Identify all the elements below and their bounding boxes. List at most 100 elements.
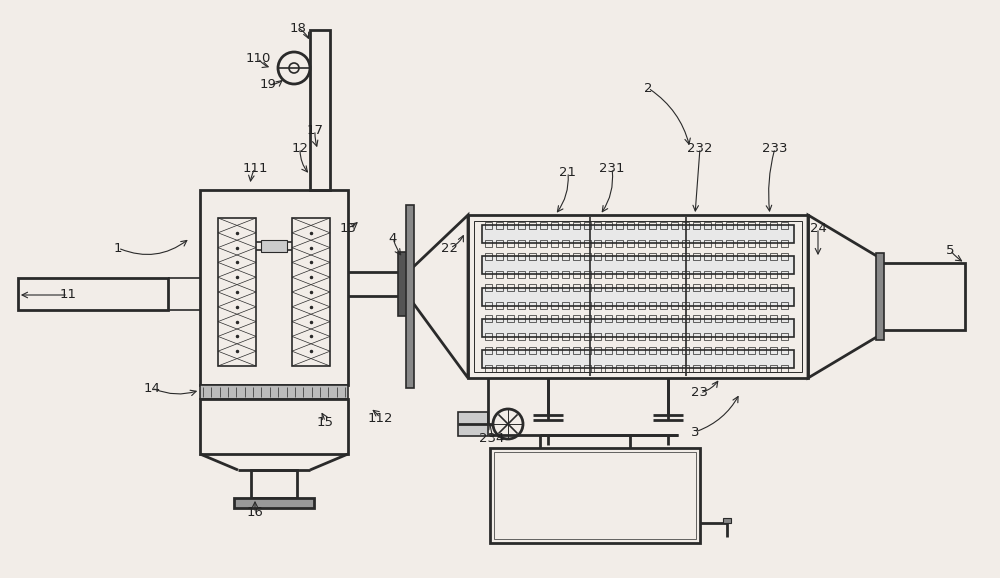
Bar (781, 253, 788, 260)
Bar (682, 315, 689, 323)
Bar (770, 302, 777, 309)
Bar (529, 221, 536, 228)
Bar (594, 334, 601, 340)
Text: 4: 4 (389, 232, 397, 244)
Bar (507, 221, 514, 228)
Bar (485, 334, 492, 340)
Bar (682, 271, 689, 278)
Bar (584, 315, 591, 323)
Bar (594, 302, 601, 309)
Bar (507, 271, 514, 278)
Text: 24: 24 (810, 221, 826, 235)
Bar (759, 253, 766, 260)
Bar (507, 346, 514, 354)
Bar (649, 334, 656, 340)
Bar (638, 365, 645, 372)
Bar (468, 215, 808, 378)
Bar (649, 302, 656, 309)
Bar (551, 271, 558, 278)
Bar (562, 315, 569, 323)
Bar (770, 334, 777, 340)
Bar (748, 284, 755, 291)
Bar (261, 240, 287, 252)
Bar (496, 221, 503, 228)
Bar (616, 239, 623, 246)
Bar (748, 302, 755, 309)
Bar (616, 284, 623, 291)
Bar (880, 263, 965, 330)
Bar (726, 315, 733, 323)
Text: 3: 3 (691, 425, 699, 439)
Bar (748, 365, 755, 372)
Bar (638, 271, 645, 278)
Bar (200, 385, 348, 399)
Bar (704, 315, 711, 323)
Bar (518, 365, 525, 372)
Bar (616, 302, 623, 309)
Bar (616, 253, 623, 260)
Bar (562, 346, 569, 354)
Bar (540, 302, 547, 309)
Bar (671, 284, 678, 291)
Bar (482, 225, 794, 243)
Text: 17: 17 (306, 124, 324, 136)
Bar (482, 256, 794, 274)
Bar (573, 346, 580, 354)
Bar (584, 365, 591, 372)
Bar (693, 253, 700, 260)
Bar (704, 221, 711, 228)
Bar (781, 365, 788, 372)
Bar (218, 218, 256, 366)
Bar (759, 302, 766, 309)
Bar (671, 346, 678, 354)
Bar (616, 315, 623, 323)
Bar (458, 412, 488, 436)
Bar (496, 271, 503, 278)
Bar (876, 253, 884, 340)
Bar (529, 284, 536, 291)
Bar (781, 221, 788, 228)
Bar (748, 253, 755, 260)
Bar (562, 334, 569, 340)
Bar (638, 346, 645, 354)
Bar (649, 284, 656, 291)
Bar (660, 334, 667, 340)
Bar (737, 284, 744, 291)
Bar (584, 253, 591, 260)
Text: 23: 23 (692, 387, 708, 399)
Bar (649, 365, 656, 372)
Bar (627, 221, 634, 228)
Bar (605, 315, 612, 323)
Bar (781, 302, 788, 309)
Bar (529, 271, 536, 278)
Bar (551, 334, 558, 340)
Bar (594, 284, 601, 291)
Bar (682, 253, 689, 260)
Bar (594, 315, 601, 323)
Bar (770, 365, 777, 372)
Bar (398, 252, 408, 316)
Bar (726, 253, 733, 260)
Bar (715, 253, 722, 260)
Bar (660, 365, 667, 372)
Bar (573, 334, 580, 340)
Text: 12: 12 (292, 142, 308, 154)
Bar (551, 365, 558, 372)
Bar (726, 239, 733, 246)
Bar (627, 271, 634, 278)
Text: 112: 112 (367, 412, 393, 424)
Bar (584, 271, 591, 278)
Bar (529, 239, 536, 246)
Bar (605, 271, 612, 278)
Bar (562, 302, 569, 309)
Bar (507, 253, 514, 260)
Bar (737, 315, 744, 323)
Bar (759, 221, 766, 228)
Text: 111: 111 (242, 161, 268, 175)
Bar (605, 346, 612, 354)
Bar (693, 346, 700, 354)
Text: 1: 1 (114, 242, 122, 254)
Bar (251, 470, 297, 498)
Bar (726, 271, 733, 278)
Bar (682, 221, 689, 228)
